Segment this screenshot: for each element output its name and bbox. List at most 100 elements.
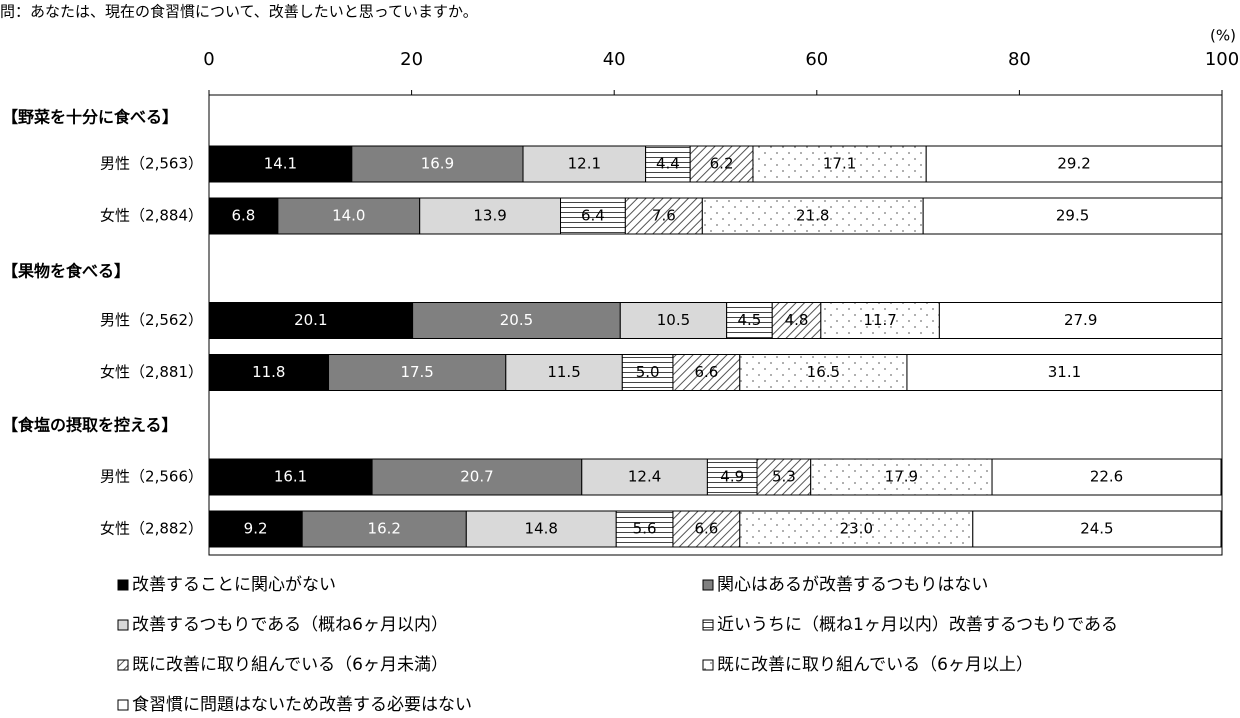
bar-segment <box>938 302 1223 339</box>
data-label: 16.9 <box>421 155 454 173</box>
data-label: 16.5 <box>807 363 840 381</box>
unit-label: (%) <box>1210 27 1236 45</box>
bar-segment <box>328 354 507 391</box>
bar-segment <box>208 354 330 391</box>
bar-segment <box>412 302 621 339</box>
bar-segment <box>208 145 353 183</box>
bar-segment <box>560 197 626 235</box>
data-label: 29.2 <box>1057 155 1090 173</box>
x-tick-label: 60 <box>805 49 828 70</box>
category-label: 女性（2,882） <box>100 520 203 538</box>
bar-segment <box>701 197 924 235</box>
data-label: 29.5 <box>1056 207 1089 225</box>
bar-segment <box>522 145 647 183</box>
legend-label: 関心はあるが改善するつもりはない <box>717 575 988 595</box>
bar-segment <box>906 354 1223 391</box>
data-label: 16.1 <box>274 468 307 486</box>
bar-segment <box>972 510 1222 548</box>
data-label: 4.8 <box>785 311 809 329</box>
data-label: 6.8 <box>232 207 256 225</box>
data-label: 31.1 <box>1048 363 1081 381</box>
data-label: 17.5 <box>400 363 433 381</box>
data-label: 13.9 <box>473 207 506 225</box>
data-label: 22.6 <box>1090 468 1123 486</box>
bar-segment <box>810 458 993 496</box>
legend-marker <box>117 619 129 631</box>
bar-segment <box>371 458 583 496</box>
category-label: 女性（2,881） <box>100 363 203 381</box>
legend-marker <box>702 659 714 671</box>
legend-label: 改善するつもりである（概ね6ヶ月以内） <box>132 615 448 635</box>
category-label: 男性（2,566） <box>100 468 203 486</box>
bar-segment <box>991 458 1222 496</box>
data-label: 24.5 <box>1080 520 1113 538</box>
x-tick-label: 100 <box>1205 49 1239 70</box>
data-label: 12.4 <box>628 468 661 486</box>
data-label: 20.1 <box>294 311 327 329</box>
bar-segment <box>208 302 414 339</box>
x-tick-label: 80 <box>1008 49 1031 70</box>
group-label: 【食塩の摂取を控える】 <box>2 416 178 435</box>
bar-segment <box>351 145 524 183</box>
bar-segment <box>301 510 467 548</box>
data-label: 21.8 <box>796 207 829 225</box>
bar-segment <box>672 510 741 548</box>
data-label: 14.1 <box>264 155 297 173</box>
bar-segment <box>419 197 562 235</box>
data-label: 4.9 <box>720 468 744 486</box>
data-label: 4.5 <box>738 311 762 329</box>
data-label: 12.1 <box>568 155 601 173</box>
data-label: 11.8 <box>252 363 285 381</box>
bar-segment <box>465 510 617 548</box>
data-label: 23.0 <box>840 520 873 538</box>
legend-marker <box>702 579 714 591</box>
data-label: 6.6 <box>694 363 718 381</box>
bar-segment <box>621 354 674 391</box>
legend-marker <box>702 619 714 631</box>
data-label: 11.7 <box>863 311 896 329</box>
group-label: 【野菜を十分に食べる】 <box>2 108 178 127</box>
data-label: 27.9 <box>1064 311 1097 329</box>
category-label: 男性（2,562） <box>100 311 203 329</box>
data-label: 14.8 <box>525 520 558 538</box>
bar-segment <box>645 145 691 183</box>
data-label: 6.6 <box>694 520 718 538</box>
data-label: 6.2 <box>710 155 734 173</box>
bar-segment <box>706 458 758 496</box>
data-label: 17.9 <box>885 468 918 486</box>
legend-marker <box>117 659 129 671</box>
data-label: 11.5 <box>547 363 580 381</box>
data-label: 5.6 <box>633 520 657 538</box>
data-label: 16.2 <box>368 520 401 538</box>
bar-segment <box>624 197 703 235</box>
bar-segment <box>689 145 754 183</box>
chart-title: 問：あなたは、現在の食習慣について、改善したいと思っていますか。 <box>0 3 478 21</box>
bar-segment <box>208 458 373 496</box>
x-tick-label: 20 <box>400 49 423 70</box>
legend-label: 近いうちに（概ね1ヶ月以内）改善するつもりである <box>717 615 1118 635</box>
bar-segment <box>925 145 1223 183</box>
data-label: 20.7 <box>460 468 493 486</box>
data-label: 10.5 <box>657 311 690 329</box>
bar-segment <box>922 197 1223 235</box>
bar-segment <box>277 197 421 235</box>
category-label: 男性（2,563） <box>100 155 203 173</box>
data-label: 5.3 <box>772 468 796 486</box>
bar-segment <box>505 354 623 391</box>
legend-label: 既に改善に取り組んでいる（6ヶ月以上） <box>717 655 1033 675</box>
data-label: 17.1 <box>823 155 856 173</box>
bar-segment <box>619 302 728 339</box>
legend-marker <box>117 579 129 591</box>
data-label: 7.6 <box>652 207 676 225</box>
data-label: 6.4 <box>581 207 605 225</box>
x-tick-label: 0 <box>203 49 214 70</box>
data-label: 4.4 <box>656 155 680 173</box>
bar-segment <box>208 510 303 548</box>
group-label: 【果物を食べる】 <box>2 262 130 281</box>
category-label: 女性（2,884） <box>100 207 203 225</box>
data-label: 9.2 <box>244 520 268 538</box>
bar-segment <box>726 302 773 339</box>
bar-segment <box>208 197 279 235</box>
legend-label: 既に改善に取り組んでいる（6ヶ月未満） <box>132 655 448 675</box>
data-label: 20.5 <box>500 311 533 329</box>
